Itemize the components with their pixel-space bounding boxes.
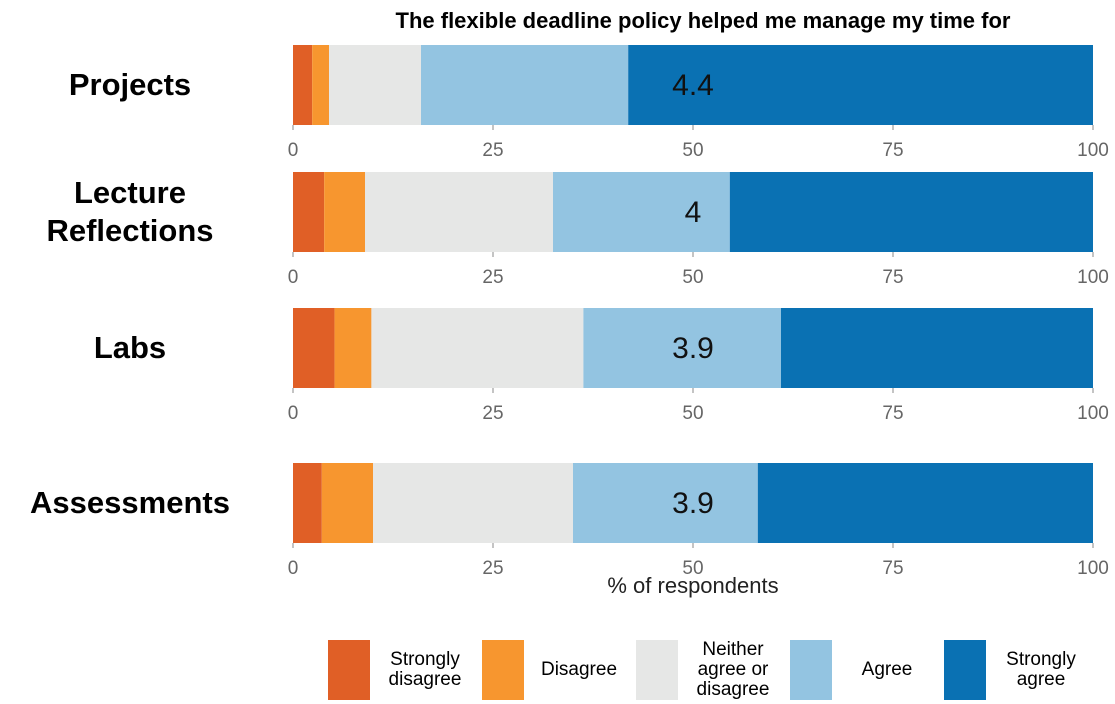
legend-label: Agree	[861, 659, 913, 680]
bar-segment	[312, 45, 329, 125]
bar-segment	[573, 463, 758, 543]
legend-item: Agree	[790, 640, 930, 700]
bar-segment	[293, 308, 335, 388]
x-tick-label: 100	[1077, 140, 1109, 161]
legend-label: Strongly agree	[1006, 649, 1076, 690]
bar-segment	[729, 172, 1093, 252]
bar-segment	[293, 463, 322, 543]
bar-segment	[553, 172, 730, 252]
legend-label: Strongly disagree	[388, 649, 462, 690]
legend-swatch	[944, 640, 986, 700]
x-tick-label: 100	[1077, 558, 1109, 579]
x-tick-label: 75	[882, 403, 903, 424]
legend-item: Strongly disagree	[328, 640, 468, 700]
bar-segment	[329, 45, 421, 125]
chart-title: The flexible deadline policy helped me m…	[396, 8, 1011, 33]
x-tick-label: 50	[682, 403, 703, 424]
x-tick-label: 25	[482, 558, 503, 579]
x-tick-label: 25	[482, 140, 503, 161]
x-tick-label: 75	[882, 267, 903, 288]
bar-segment	[324, 172, 365, 252]
mean-label: 4.4	[672, 69, 714, 102]
x-tick-label: 25	[482, 267, 503, 288]
x-tick-label: 100	[1077, 403, 1109, 424]
category-label: Assessments	[30, 485, 230, 520]
legend-swatch	[636, 640, 678, 700]
x-tick-label: 75	[882, 140, 903, 161]
legend-swatch	[328, 640, 370, 700]
mean-label: 3.9	[672, 487, 714, 520]
x-tick-label: 0	[288, 403, 299, 424]
x-tick-label: 50	[682, 140, 703, 161]
legend-swatch	[790, 640, 832, 700]
category-label: Projects	[68, 67, 192, 102]
x-tick-label: 50	[682, 267, 703, 288]
category-label: Lecture Reflections	[46, 175, 214, 248]
legend: Strongly disagree Disagree Neither agree o…	[328, 640, 1098, 700]
x-tick-label: 75	[882, 558, 903, 579]
bar-segment	[373, 463, 573, 543]
category-label: Labs	[93, 330, 167, 365]
bar-segment	[293, 172, 325, 252]
x-tick-label: 50	[682, 558, 703, 579]
legend-item: Strongly agree	[944, 640, 1084, 700]
bar-segment	[293, 45, 313, 125]
bar-segment	[781, 308, 1093, 388]
mean-label: 4	[685, 196, 702, 229]
bar-segment	[757, 463, 1093, 543]
x-tick-label: 25	[482, 403, 503, 424]
bar-segment	[365, 172, 553, 252]
legend-label: Neither agree or disagree	[696, 639, 770, 700]
bar-segment	[321, 463, 373, 543]
x-tick-label: 0	[288, 558, 299, 579]
x-tick-label: 0	[288, 140, 299, 161]
bar-segment	[371, 308, 584, 388]
mean-label: 3.9	[672, 332, 714, 365]
legend-item: Neither agree or disagree	[636, 640, 776, 700]
bar-segment	[628, 45, 1093, 125]
legend-swatch	[482, 640, 524, 700]
x-tick-label: 0	[288, 267, 299, 288]
bar-segment	[421, 45, 629, 125]
bar-segment	[334, 308, 372, 388]
legend-label: Disagree	[540, 659, 618, 680]
bar-segment	[583, 308, 781, 388]
x-axis-label: % of respondents	[607, 573, 778, 598]
x-tick-label: 100	[1077, 267, 1109, 288]
legend-item: Disagree	[482, 640, 622, 700]
